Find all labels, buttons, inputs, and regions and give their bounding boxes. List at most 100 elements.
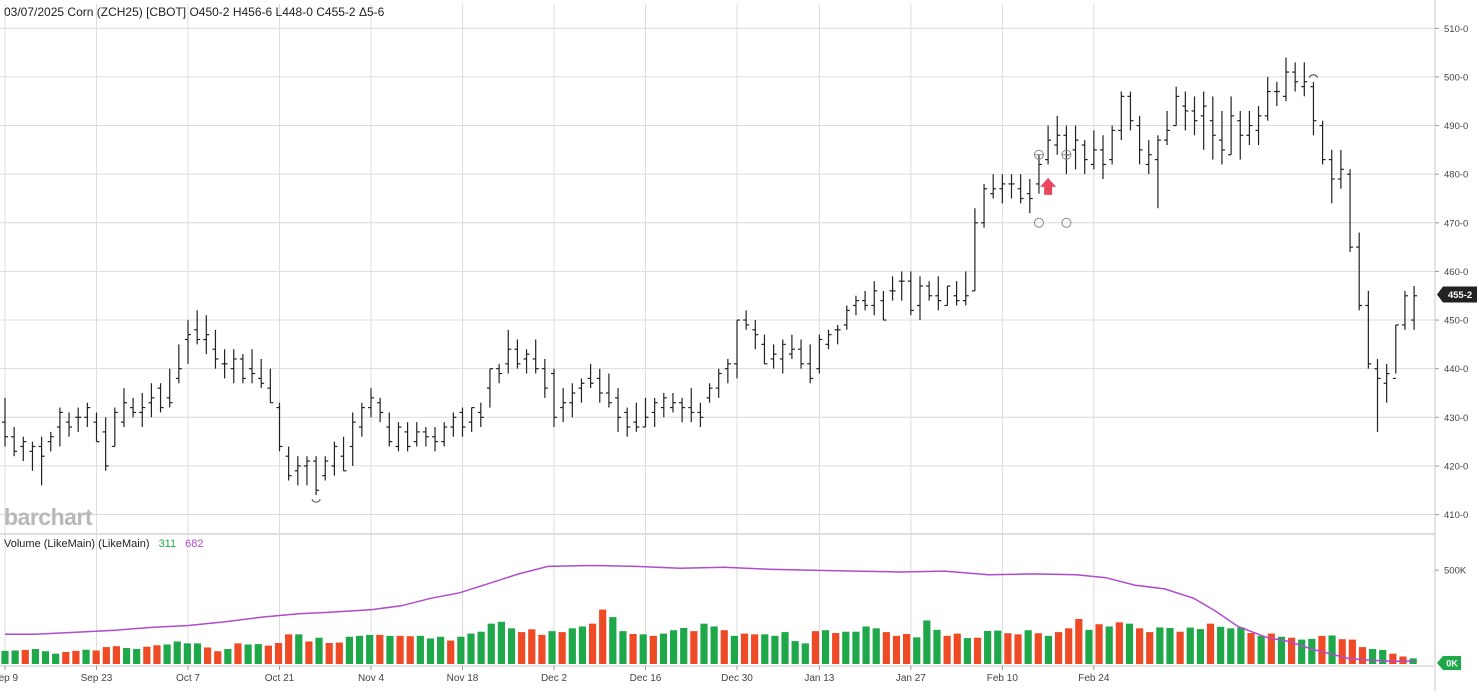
ohlc-bar	[1347, 169, 1354, 252]
ohlc-bar	[843, 305, 850, 330]
volume-bar	[1186, 627, 1194, 664]
ohlc-bar	[285, 446, 292, 481]
ohlc-bar	[93, 412, 100, 443]
volume-bar	[204, 647, 212, 664]
volume-bar	[842, 631, 850, 664]
ohlc-bar	[1118, 91, 1125, 141]
ohlc-bar	[852, 295, 859, 316]
volume-bar	[264, 645, 272, 664]
volume-bar	[700, 623, 708, 664]
ohlc-bar	[130, 397, 137, 418]
date-tick-label: Nov 18	[447, 673, 479, 684]
volume-bar	[285, 634, 293, 664]
date-tick-label: Feb 24	[1078, 673, 1110, 684]
barchart-logo: barchart	[4, 504, 93, 530]
volume-bar	[386, 635, 394, 664]
ohlc-bar	[230, 349, 237, 384]
ohlc-bar	[404, 422, 411, 452]
price-tick-label: 450-0	[1444, 316, 1468, 327]
date-tick-label: Oct 7	[176, 673, 200, 684]
volume-bar	[345, 636, 354, 664]
header-change: Δ5-6	[358, 5, 385, 19]
ohlc-bar	[834, 324, 841, 345]
volume-bar	[1328, 635, 1336, 664]
volume-bar	[548, 631, 556, 664]
volume-bar	[1308, 638, 1316, 664]
ohlc-bar	[1218, 110, 1225, 165]
price-tick-label: 430-0	[1444, 413, 1468, 424]
ohlc-bar	[889, 276, 896, 301]
ohlc-bar	[532, 339, 539, 374]
volume-bar	[153, 645, 161, 664]
volume-bar	[568, 628, 576, 664]
ohlc-bar	[1090, 130, 1097, 170]
volume-bar	[457, 636, 465, 664]
volume-bar	[832, 633, 840, 664]
price-bars	[2, 57, 1418, 496]
ohlc-bar	[1283, 57, 1289, 102]
header-date: 03/07/2025	[4, 5, 65, 19]
ohlc-bar	[395, 422, 402, 452]
ohlc-bar	[752, 320, 759, 350]
ohlc-bar	[770, 344, 777, 369]
grid-layer	[0, 0, 1436, 691]
volume-bar	[112, 646, 121, 664]
ohlc-bar	[798, 339, 805, 369]
volume-bar	[62, 651, 70, 664]
volume-bar	[1176, 631, 1184, 664]
volume-bars: 500K	[1, 566, 1467, 664]
volume-bar	[507, 628, 516, 664]
volume-bar	[609, 617, 617, 664]
ohlc-bar	[496, 363, 503, 384]
ohlc-bar	[1191, 96, 1198, 136]
volume-bar	[305, 641, 313, 664]
volume-bar	[366, 634, 374, 664]
ohlc-bar	[1008, 174, 1015, 199]
ohlc-bar	[340, 436, 347, 472]
ohlc-bar	[871, 281, 878, 316]
ohlc-bar	[157, 383, 164, 413]
volume-bar	[528, 629, 536, 664]
ohlc-bar	[944, 285, 951, 307]
ohlc-bar	[11, 427, 18, 457]
volume-zero-label: 0K	[1446, 659, 1458, 669]
volume-bar	[1237, 627, 1245, 664]
ohlc-bar	[20, 436, 27, 462]
volume-bar	[639, 634, 647, 664]
ohlc-bar	[331, 441, 338, 476]
ohlc-bar	[111, 407, 118, 448]
volume-bar	[497, 621, 505, 664]
ohlc-bar	[1228, 96, 1235, 156]
volume-bar	[1, 650, 9, 664]
volume-bar	[1257, 635, 1265, 664]
volume-bar	[1085, 629, 1093, 664]
volume-bar	[274, 642, 283, 664]
header-close: C455-2	[316, 5, 356, 19]
volume-bar	[143, 646, 151, 664]
volume-bar	[477, 631, 485, 664]
volume-bar	[892, 635, 901, 664]
ohlc-bar	[258, 358, 265, 389]
volume-bar	[629, 633, 637, 664]
volume-bar	[447, 640, 455, 664]
ohlc-bar	[1045, 125, 1052, 165]
ohlc-bar	[66, 412, 73, 437]
ohlc-bar	[1017, 174, 1024, 204]
volume-bar	[335, 642, 343, 664]
volume-bar	[518, 632, 526, 664]
volume-legend-value-2: 682	[185, 538, 204, 550]
volume-bar	[122, 648, 131, 664]
ohlc-bar	[551, 368, 557, 428]
ohlc-bar	[926, 281, 933, 301]
ohlc-bar	[734, 319, 740, 379]
volume-bar	[21, 649, 29, 664]
ohlc-bar	[788, 334, 795, 359]
volume-bar	[811, 631, 820, 664]
price-tick-label: 510-0	[1444, 24, 1468, 35]
volume-bar	[1318, 635, 1326, 664]
ohlc-bar	[413, 422, 420, 447]
ohlc-bar	[441, 422, 448, 447]
ohlc-bar	[1182, 91, 1189, 131]
